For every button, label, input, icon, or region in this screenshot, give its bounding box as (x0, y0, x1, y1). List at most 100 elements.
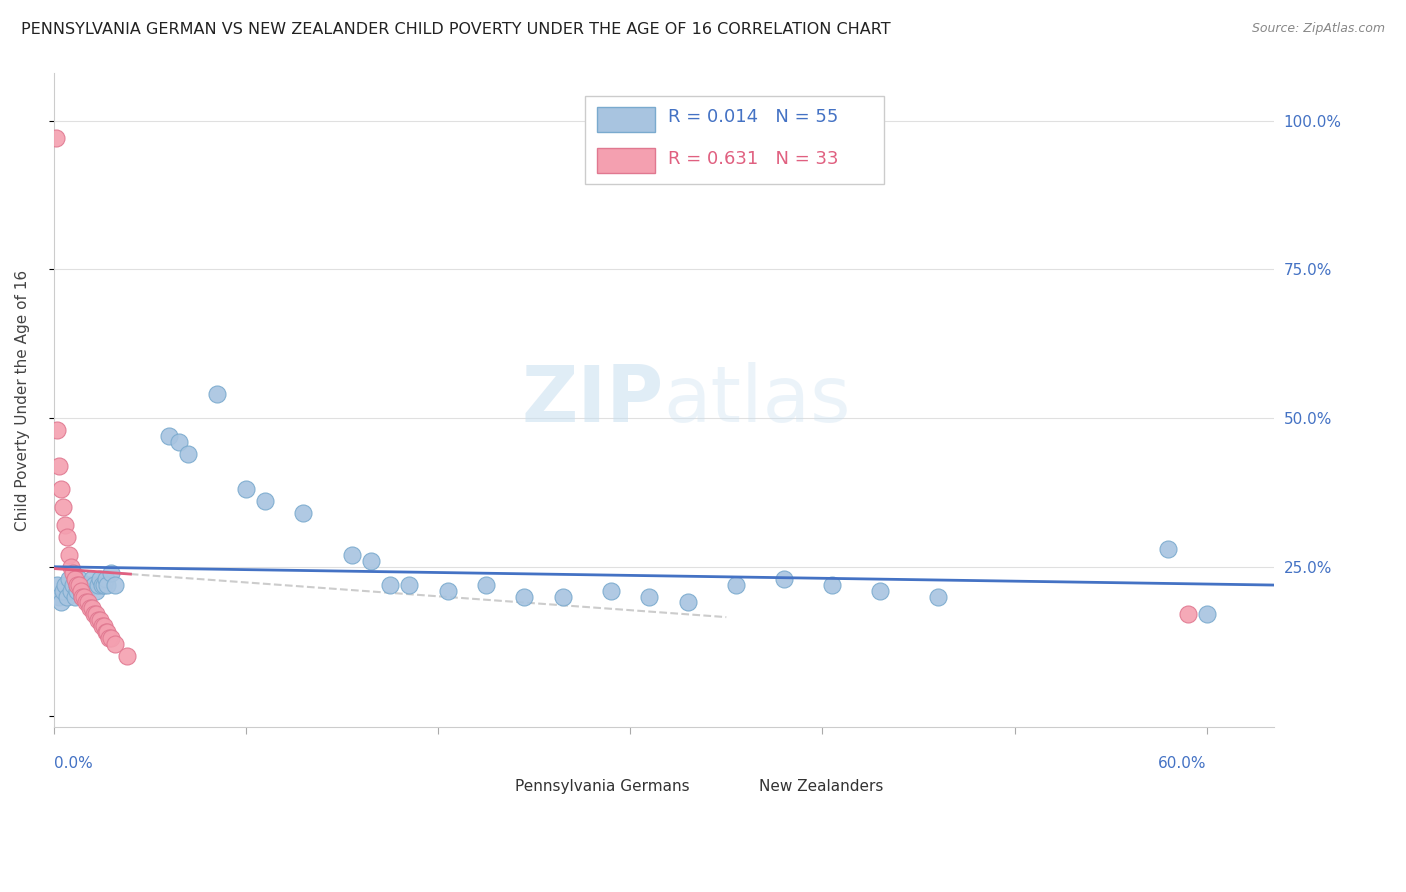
Point (79, 577, 101, 591)
Point (77, 595, 100, 609)
FancyBboxPatch shape (457, 778, 505, 797)
Point (62, 577, 84, 591)
Point (53, 577, 76, 591)
Point (1157, 541, 1180, 556)
Point (676, 595, 699, 609)
Point (89, 613, 111, 627)
Point (90, 619, 112, 633)
Point (63, 572, 86, 586)
Point (436, 583, 458, 598)
Point (44, 131, 66, 145)
Point (48, 590, 70, 604)
Point (56, 590, 79, 604)
Point (90, 577, 112, 591)
Point (58, 572, 80, 586)
Point (638, 590, 661, 604)
Point (1177, 607, 1199, 622)
Point (72, 590, 94, 604)
Point (59, 559, 82, 574)
Point (73, 577, 96, 591)
FancyBboxPatch shape (700, 778, 749, 797)
Text: PENNSYLVANIA GERMAN VS NEW ZEALANDER CHILD POVERTY UNDER THE AGE OF 16 CORRELATI: PENNSYLVANIA GERMAN VS NEW ZEALANDER CHI… (21, 22, 891, 37)
Point (93, 577, 115, 591)
Point (360, 554, 382, 568)
Point (51, 483, 73, 497)
Point (67, 572, 90, 586)
Point (115, 648, 138, 663)
Point (48, 458, 70, 473)
Point (62, 566, 84, 580)
Point (1195, 607, 1218, 622)
Point (104, 577, 127, 591)
Point (177, 447, 200, 461)
Point (79, 601, 101, 615)
Point (58, 548, 80, 562)
FancyBboxPatch shape (596, 107, 655, 132)
Point (53, 518, 76, 533)
Point (67, 577, 90, 591)
Point (205, 387, 228, 401)
Text: ZIP: ZIP (522, 362, 664, 438)
Point (157, 429, 180, 443)
Point (89, 572, 111, 586)
Point (773, 572, 796, 586)
Point (513, 590, 536, 604)
Point (93, 619, 115, 633)
Point (96, 577, 118, 591)
Point (75, 583, 97, 598)
Point (52, 583, 75, 598)
Text: New Zealanders: New Zealanders (759, 779, 883, 794)
Point (69, 583, 91, 598)
Point (475, 577, 498, 591)
Text: Pennsylvania Germans: Pennsylvania Germans (515, 779, 689, 794)
Point (821, 577, 844, 591)
Point (235, 483, 257, 497)
Point (104, 637, 127, 651)
Point (340, 548, 363, 562)
Point (98, 631, 121, 645)
Point (75, 595, 97, 609)
Point (63, 590, 86, 604)
Point (869, 583, 891, 598)
Point (66, 583, 89, 598)
Point (927, 590, 949, 604)
Point (69, 583, 91, 598)
Point (59, 583, 82, 598)
Text: 0.0%: 0.0% (53, 756, 93, 771)
FancyBboxPatch shape (596, 148, 655, 173)
Point (87, 577, 110, 591)
Point (724, 577, 747, 591)
Point (83, 577, 105, 591)
FancyBboxPatch shape (585, 95, 883, 185)
Point (100, 631, 122, 645)
Point (84, 607, 107, 622)
Point (77, 577, 100, 591)
Point (73, 590, 96, 604)
Point (100, 566, 122, 580)
Point (80, 601, 103, 615)
Point (253, 494, 276, 508)
Point (94, 625, 117, 640)
Point (52, 500, 75, 515)
Point (378, 577, 401, 591)
Point (56, 530, 79, 544)
Point (66, 577, 89, 591)
Point (80, 572, 103, 586)
Point (51, 595, 73, 609)
Text: Source: ZipAtlas.com: Source: ZipAtlas.com (1251, 22, 1385, 36)
Point (551, 590, 574, 604)
Point (94, 572, 117, 586)
Point (83, 607, 105, 622)
Text: R = 0.014   N = 55: R = 0.014 N = 55 (668, 109, 838, 127)
Text: 60.0%: 60.0% (1159, 756, 1206, 771)
Text: R = 0.631   N = 33: R = 0.631 N = 33 (668, 150, 838, 168)
Y-axis label: Child Poverty Under the Age of 16: Child Poverty Under the Age of 16 (15, 269, 30, 531)
Point (72, 590, 94, 604)
Point (398, 577, 420, 591)
Point (87, 613, 110, 627)
Point (46, 423, 69, 437)
Point (66, 577, 89, 591)
Point (600, 583, 623, 598)
Point (167, 434, 190, 449)
Point (46, 577, 69, 591)
